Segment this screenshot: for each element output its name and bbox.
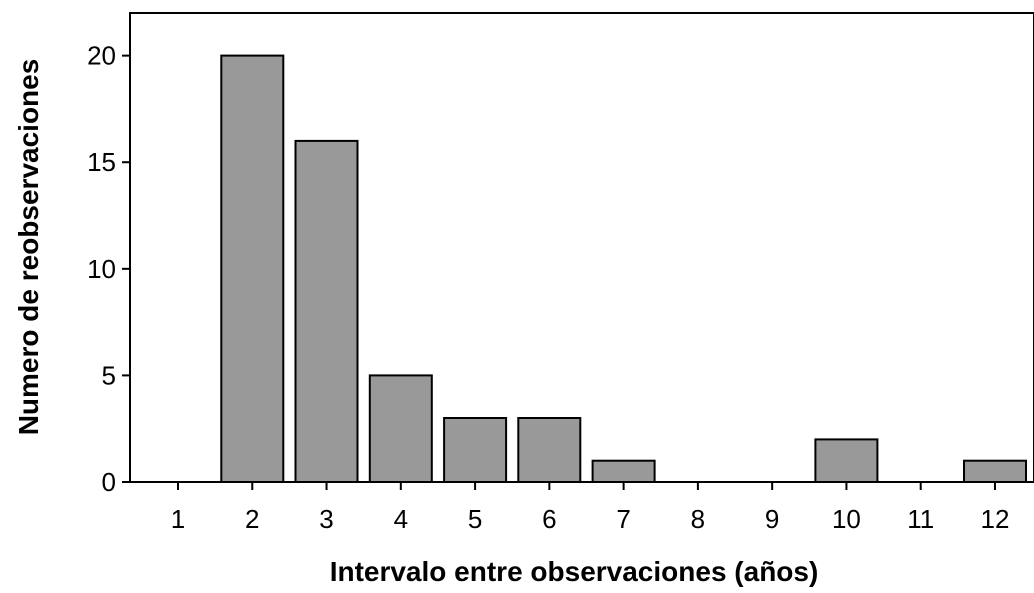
- y-tick-label-20: 20: [87, 41, 116, 71]
- x-tick-label-2: 2: [245, 504, 259, 534]
- y-tick-label-15: 15: [87, 147, 116, 177]
- x-tick-label-8: 8: [691, 504, 705, 534]
- bar-10: [814, 438, 879, 483]
- bar-4: [368, 374, 433, 483]
- x-tick-label-10: 10: [832, 504, 861, 534]
- y-axis-title: Numero de reobservaciones: [13, 59, 44, 436]
- x-axis-ticks: 1 2 3 4 5 6 7 8 9 10 11 12: [171, 482, 1010, 534]
- x-tick-label-9: 9: [765, 504, 779, 534]
- bars-group: [220, 54, 1027, 484]
- bar-7: [591, 459, 656, 484]
- x-tick-label-4: 4: [394, 504, 408, 534]
- x-tick-label-12: 12: [981, 504, 1010, 534]
- y-axis-ticks: 0 5 10 15 20: [87, 41, 130, 497]
- bar-2: [220, 54, 285, 483]
- x-tick-label-7: 7: [616, 504, 630, 534]
- x-tick-label-3: 3: [319, 504, 333, 534]
- bar-6: [517, 417, 582, 483]
- plot-frame: [129, 12, 1034, 483]
- y-tick-label-0: 0: [102, 467, 116, 497]
- bar-12: [963, 459, 1027, 484]
- x-tick-label-11: 11: [907, 504, 934, 534]
- x-axis-title: Intervalo entre observaciones (años): [330, 556, 819, 587]
- x-tick-label-1: 1: [171, 504, 185, 534]
- y-tick-label-5: 5: [102, 360, 116, 390]
- bar-3: [294, 139, 359, 483]
- x-tick-label-6: 6: [542, 504, 556, 534]
- bar-5: [443, 417, 508, 483]
- x-tick-label-5: 5: [468, 504, 482, 534]
- y-tick-label-10: 10: [87, 254, 116, 284]
